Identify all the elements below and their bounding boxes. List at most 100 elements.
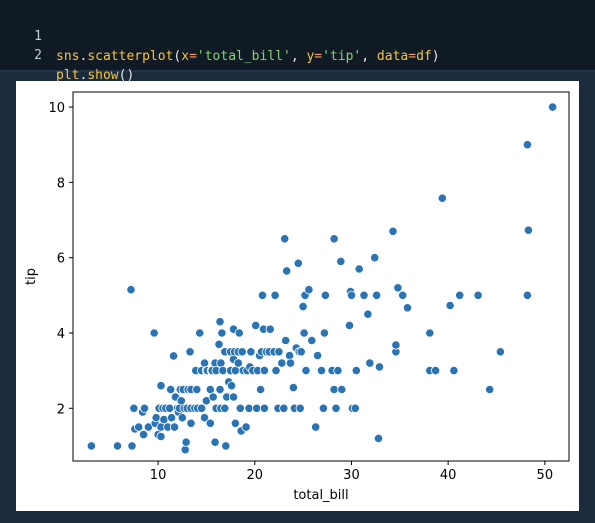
y-tick-label: 8	[57, 176, 65, 191]
data-point	[220, 403, 230, 413]
data-point	[346, 290, 357, 300]
data-point	[298, 302, 308, 312]
data-point	[251, 320, 261, 330]
plot-frame	[72, 91, 570, 462]
data-point	[281, 335, 291, 346]
y-tick-label: 4	[57, 327, 65, 342]
data-point	[320, 290, 330, 300]
data-point	[495, 347, 505, 357]
x-tick-label: 30	[343, 468, 360, 483]
data-point	[288, 382, 298, 393]
data-point	[169, 422, 180, 432]
code-cell[interactable]: 1 sns.scatterplot(x='total_bill', y='tip…	[0, 0, 595, 83]
data-point	[246, 347, 256, 357]
data-point	[177, 413, 187, 423]
data-point	[359, 290, 369, 300]
data-point	[215, 317, 225, 327]
data-point	[257, 290, 268, 300]
data-point	[244, 403, 254, 413]
data-point	[227, 381, 237, 391]
data-point	[215, 384, 225, 395]
data-point	[336, 256, 346, 266]
data-point	[208, 392, 218, 402]
data-point	[293, 258, 303, 268]
data-point	[350, 403, 360, 413]
data-point	[156, 381, 166, 391]
y-axis-label: tip	[24, 268, 39, 285]
data-point	[277, 358, 287, 368]
data-point	[329, 384, 339, 395]
data-point	[319, 328, 329, 338]
data-point	[230, 418, 240, 428]
data-point	[259, 403, 269, 413]
data-point	[425, 328, 435, 338]
y-tick-label: 2	[57, 402, 65, 417]
data-point	[216, 358, 226, 368]
data-point	[233, 358, 243, 368]
data-point	[373, 433, 384, 443]
y-tick-label: 6	[57, 252, 65, 267]
data-point	[265, 324, 275, 334]
code-line: 1 sns.scatterplot(x='total_bill', y='tip…	[0, 7, 439, 64]
data-point	[331, 403, 341, 413]
data-point	[522, 290, 532, 300]
data-point	[176, 396, 186, 406]
data-point	[237, 347, 247, 357]
data-point	[235, 403, 245, 413]
data-point	[547, 102, 558, 112]
data-point	[186, 418, 196, 428]
code-line: 2 plt.show()	[0, 26, 134, 83]
data-point	[365, 358, 375, 368]
data-point	[374, 362, 385, 372]
line-number: 1	[34, 29, 42, 44]
data-point	[523, 225, 534, 235]
data-point	[299, 328, 309, 338]
data-point	[195, 328, 205, 338]
data-point	[354, 264, 364, 274]
data-point	[143, 422, 153, 432]
data-point	[316, 365, 327, 376]
data-point	[234, 328, 244, 338]
data-point	[181, 437, 191, 447]
y-tick-label: 10	[48, 101, 65, 116]
data-point	[127, 441, 137, 451]
data-point	[210, 437, 220, 447]
data-point	[311, 422, 321, 432]
data-point	[402, 303, 413, 313]
x-tick-label: 10	[150, 468, 167, 483]
data-point	[279, 403, 289, 413]
data-point	[228, 392, 239, 402]
data-point	[296, 347, 306, 357]
data-point	[156, 431, 166, 442]
data-point	[371, 290, 382, 300]
data-point	[351, 365, 361, 376]
data-point	[218, 365, 228, 376]
data-point	[449, 365, 459, 376]
data-point	[86, 441, 97, 451]
code-line-text: plt.show()	[56, 68, 135, 83]
x-axis-label: total_bill	[293, 488, 348, 503]
data-point	[307, 335, 317, 346]
data-point	[282, 266, 292, 276]
data-point	[126, 285, 136, 295]
data-point	[192, 384, 202, 395]
data-point	[259, 365, 269, 376]
data-point	[271, 365, 281, 376]
data-point	[522, 140, 532, 150]
data-point	[169, 351, 179, 361]
data-point	[221, 441, 231, 451]
data-point	[185, 347, 195, 357]
data-point	[304, 285, 314, 295]
data-point	[473, 290, 483, 300]
data-point	[112, 441, 123, 451]
data-point	[129, 403, 139, 413]
data-point	[201, 396, 211, 406]
data-point	[295, 403, 305, 413]
data-point	[391, 340, 401, 350]
data-point	[318, 403, 328, 413]
data-point	[134, 422, 144, 432]
data-point	[241, 422, 251, 432]
cell-output: 10 20 30 40 50 2 4 6 8 10 total_bill tip	[16, 81, 579, 511]
scatter-plot: 10 20 30 40 50 2 4 6 8 10 total_bill tip	[24, 91, 570, 503]
data-point	[274, 347, 284, 357]
